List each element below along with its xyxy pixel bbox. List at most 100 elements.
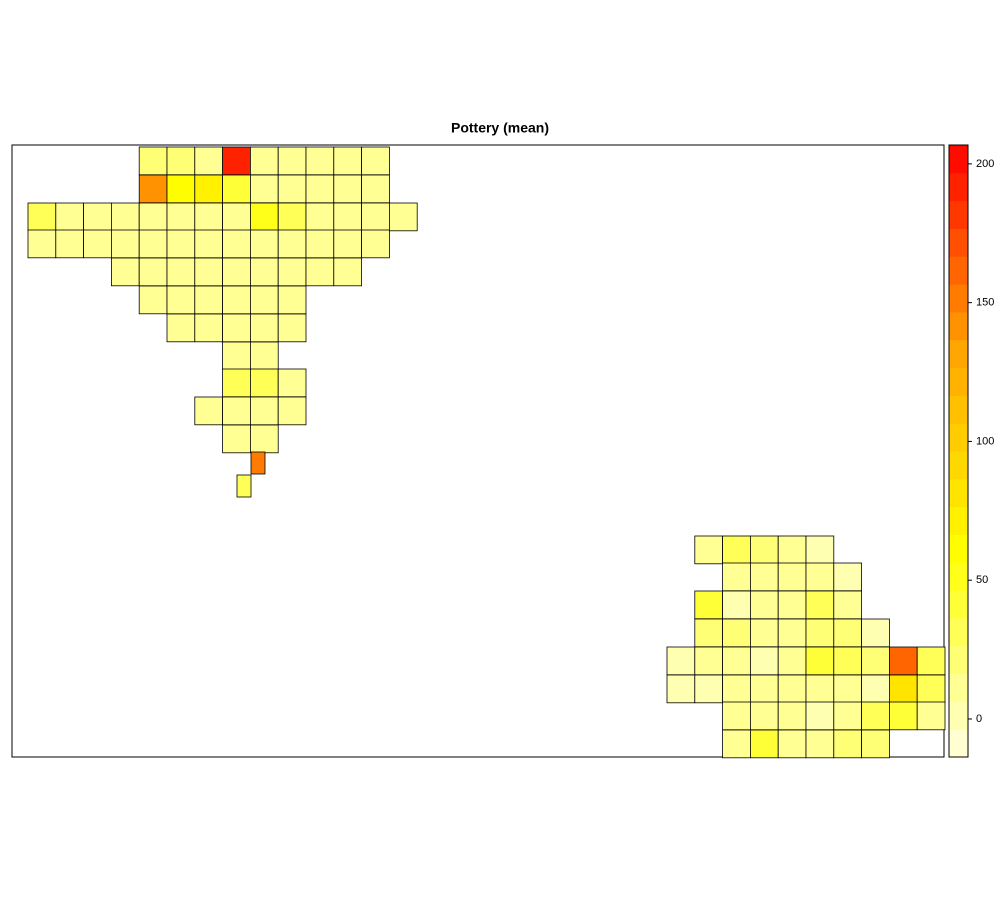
map-cell xyxy=(166,257,196,287)
map-cell xyxy=(388,202,418,232)
map-cell xyxy=(694,535,723,565)
map-cell xyxy=(55,202,84,232)
map-cell xyxy=(166,285,196,315)
map-cell xyxy=(222,396,251,426)
map-cell xyxy=(249,313,279,343)
map-cell xyxy=(833,590,862,620)
map-cell xyxy=(750,701,779,731)
map-cell xyxy=(277,313,307,343)
map-cell xyxy=(361,174,390,204)
map-cell xyxy=(249,341,279,371)
map-cell xyxy=(333,257,362,287)
map-cell xyxy=(249,368,279,398)
map-cell xyxy=(222,146,251,176)
map-cell xyxy=(111,229,140,259)
colorbar-band xyxy=(949,478,968,508)
map-cells xyxy=(27,146,946,759)
map-cell xyxy=(222,257,251,287)
map-cell xyxy=(805,701,835,731)
map-cell xyxy=(222,202,251,232)
map-cell xyxy=(249,229,279,259)
map-cell xyxy=(277,257,307,287)
colorbar-band xyxy=(949,534,968,563)
map-cell xyxy=(666,674,696,704)
map-cell xyxy=(861,701,890,731)
map-cell xyxy=(111,202,140,232)
map-cell xyxy=(236,474,252,498)
map-cell xyxy=(722,618,751,648)
map-cell xyxy=(361,146,390,176)
map-cell xyxy=(222,341,251,371)
map-cell xyxy=(777,618,807,648)
map-cell xyxy=(138,229,168,259)
map-cell xyxy=(27,229,57,259)
map-cell xyxy=(750,618,779,648)
map-cell xyxy=(305,202,335,232)
colorbar-band xyxy=(949,256,968,285)
map-cell xyxy=(694,646,723,676)
map-cell xyxy=(833,562,862,592)
colorbar-band xyxy=(949,590,968,619)
map-cell xyxy=(694,590,723,620)
map-cell xyxy=(694,674,723,704)
map-cell xyxy=(83,229,112,259)
map-cell xyxy=(805,646,835,676)
map-cell xyxy=(194,174,224,204)
map-cell xyxy=(805,618,835,648)
map-cell xyxy=(777,729,807,759)
map-cell xyxy=(722,646,751,676)
map-cell xyxy=(138,202,168,232)
map-cell xyxy=(861,646,890,676)
map-cell xyxy=(889,646,918,676)
map-cell xyxy=(777,535,807,565)
map-cell xyxy=(222,313,251,343)
map-cell xyxy=(722,535,751,565)
map-cell xyxy=(333,202,362,232)
map-cell xyxy=(889,674,918,704)
map-cell xyxy=(111,257,140,287)
map-cell xyxy=(166,174,196,204)
colorbar-band xyxy=(949,284,968,313)
map-cell xyxy=(833,701,862,731)
map-cell xyxy=(777,674,807,704)
colorbar-band xyxy=(949,701,968,730)
map-cell xyxy=(861,618,890,648)
map-cell xyxy=(277,202,307,232)
map-cell xyxy=(249,396,279,426)
map-cell xyxy=(333,174,362,204)
colorbar-band xyxy=(949,339,968,369)
colorbar-tick-label: 100 xyxy=(976,435,994,447)
map-cell xyxy=(222,368,251,398)
map-cell xyxy=(249,174,279,204)
map-cell xyxy=(694,618,723,648)
map-cell xyxy=(722,729,751,759)
map-cell xyxy=(805,590,835,620)
map-cell xyxy=(333,229,362,259)
map-cell xyxy=(194,146,224,176)
map-title: Pottery (mean) xyxy=(451,120,549,136)
colorbar-band xyxy=(949,506,968,535)
map-cell xyxy=(750,674,779,704)
map-cell xyxy=(722,701,751,731)
map-cell xyxy=(889,701,918,731)
map-cell xyxy=(750,646,779,676)
colorbar-tick-label: 0 xyxy=(976,713,982,725)
map-cell xyxy=(805,535,835,565)
map-cell xyxy=(916,701,946,731)
map-cell xyxy=(194,202,224,232)
map-cell xyxy=(361,202,390,232)
map-cell xyxy=(916,646,946,676)
map-cell xyxy=(194,396,224,426)
map-cell xyxy=(777,646,807,676)
map-cell xyxy=(833,674,862,704)
colorbar-band xyxy=(949,200,968,229)
map-cell xyxy=(194,285,224,315)
colorbar-band xyxy=(949,562,968,591)
map-cell xyxy=(277,285,307,315)
map-cell xyxy=(305,257,335,287)
map-cell xyxy=(833,729,862,759)
colorbar-band xyxy=(949,367,968,396)
map-cell xyxy=(722,562,751,592)
map-cell xyxy=(194,257,224,287)
